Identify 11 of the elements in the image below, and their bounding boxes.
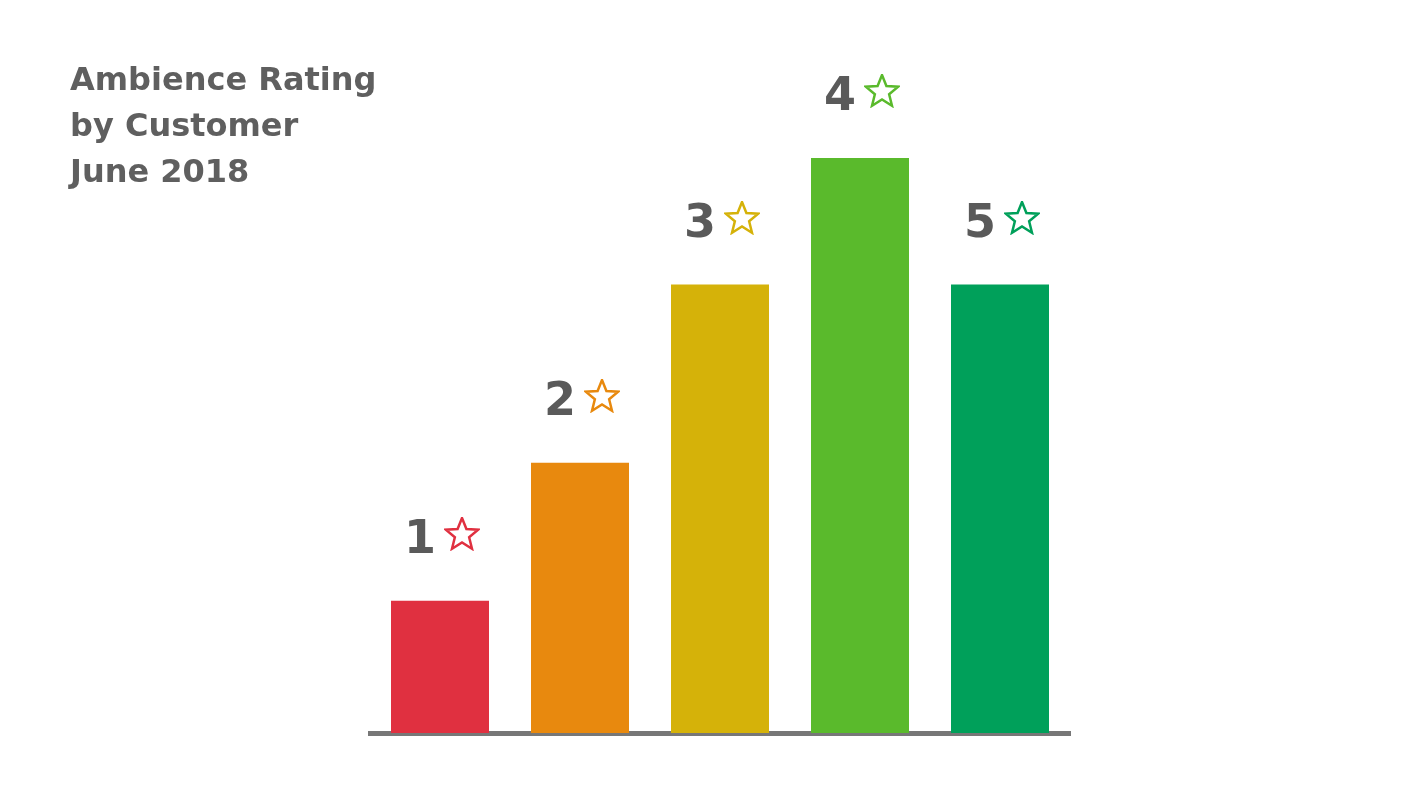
x-tick-label: 2 [543,371,577,426]
chart-title: Ambience Rating by Customer June 2018 [70,59,377,192]
bar [531,462,629,733]
bar [951,284,1049,733]
bar [671,284,769,733]
bar [811,158,909,733]
x-tick-label: 4 [823,67,857,121]
x-tick-label: 3 [683,193,717,248]
x-tick-label: 1 [403,509,437,564]
bar [391,600,489,733]
x-tick-label: 5 [963,193,997,248]
